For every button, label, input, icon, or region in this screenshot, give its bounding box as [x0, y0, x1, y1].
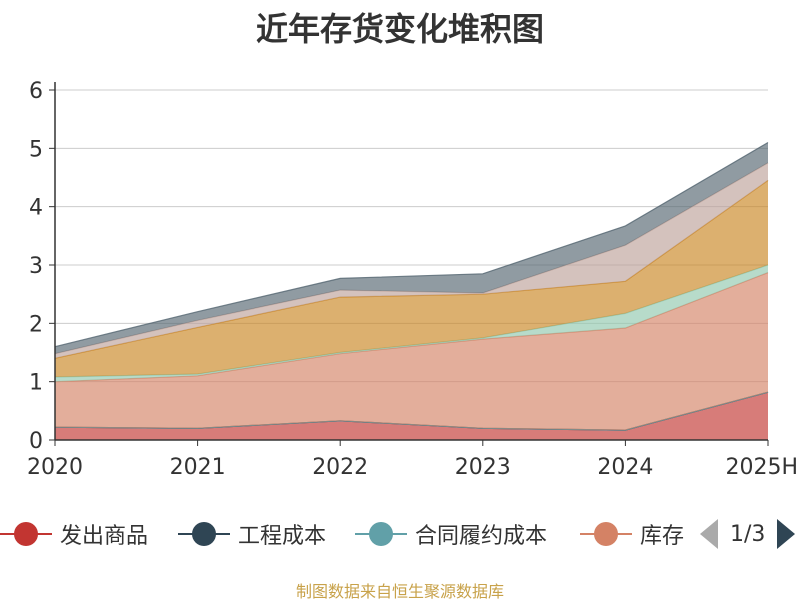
legend-item[interactable]: 工程成本	[178, 514, 326, 554]
legend-page-indicator: 1/3	[730, 521, 766, 547]
legend-swatch	[178, 514, 230, 554]
legend-item[interactable]: 合同履约成本	[355, 514, 547, 554]
x-tick-label: 2023	[455, 455, 511, 480]
legend-marker	[192, 522, 216, 546]
y-tick-label: 5	[29, 137, 43, 162]
y-tick-label: 6	[29, 79, 43, 104]
y-tick-label: 3	[29, 254, 43, 279]
legend-marker	[594, 522, 618, 546]
legend-label: 工程成本	[238, 524, 327, 549]
legend-swatch	[355, 514, 407, 554]
legend-marker	[14, 522, 38, 546]
x-tick-label: 2021	[170, 455, 226, 480]
legend-marker	[369, 522, 393, 546]
legend-item[interactable]: 库存	[580, 514, 684, 554]
y-tick-label: 0	[29, 429, 43, 454]
legend-label: 合同履约成本	[415, 524, 548, 549]
legend-label: 库存	[640, 524, 685, 549]
legend-prev-arrow-icon[interactable]	[700, 519, 718, 549]
y-tick-label: 2	[29, 312, 43, 337]
area-series-3	[55, 272, 768, 431]
area-series-line-4	[54, 264, 769, 378]
area-series-7	[55, 142, 768, 354]
area-series-0	[55, 392, 768, 440]
area-series-line-7	[54, 141, 769, 348]
legend-item[interactable]: 发出商品	[0, 514, 148, 554]
legend-swatch	[580, 514, 632, 554]
legend: 发出商品 工程成本 合同履约成本 库存	[0, 514, 800, 554]
legend-label: 发出商品	[60, 524, 149, 549]
area-series-4	[55, 265, 768, 382]
y-tick-label: 1	[29, 371, 43, 396]
legend-next-arrow-icon[interactable]	[777, 519, 796, 549]
data-source-note: 制图数据来自恒生聚源数据库	[295, 582, 504, 601]
x-tick-label: 2022	[312, 455, 368, 480]
area-series-6	[55, 162, 768, 359]
legend-swatch	[0, 514, 52, 554]
x-tick-label: 2025H	[725, 455, 798, 480]
x-tick-label: 2024	[597, 455, 653, 480]
area-series-5	[55, 180, 768, 377]
y-tick-label: 4	[29, 196, 43, 221]
legend-pager: 1/3	[700, 514, 796, 554]
chart-title: 近年存货变化堆积图	[255, 10, 544, 48]
x-tick-label: 2020	[27, 455, 83, 480]
